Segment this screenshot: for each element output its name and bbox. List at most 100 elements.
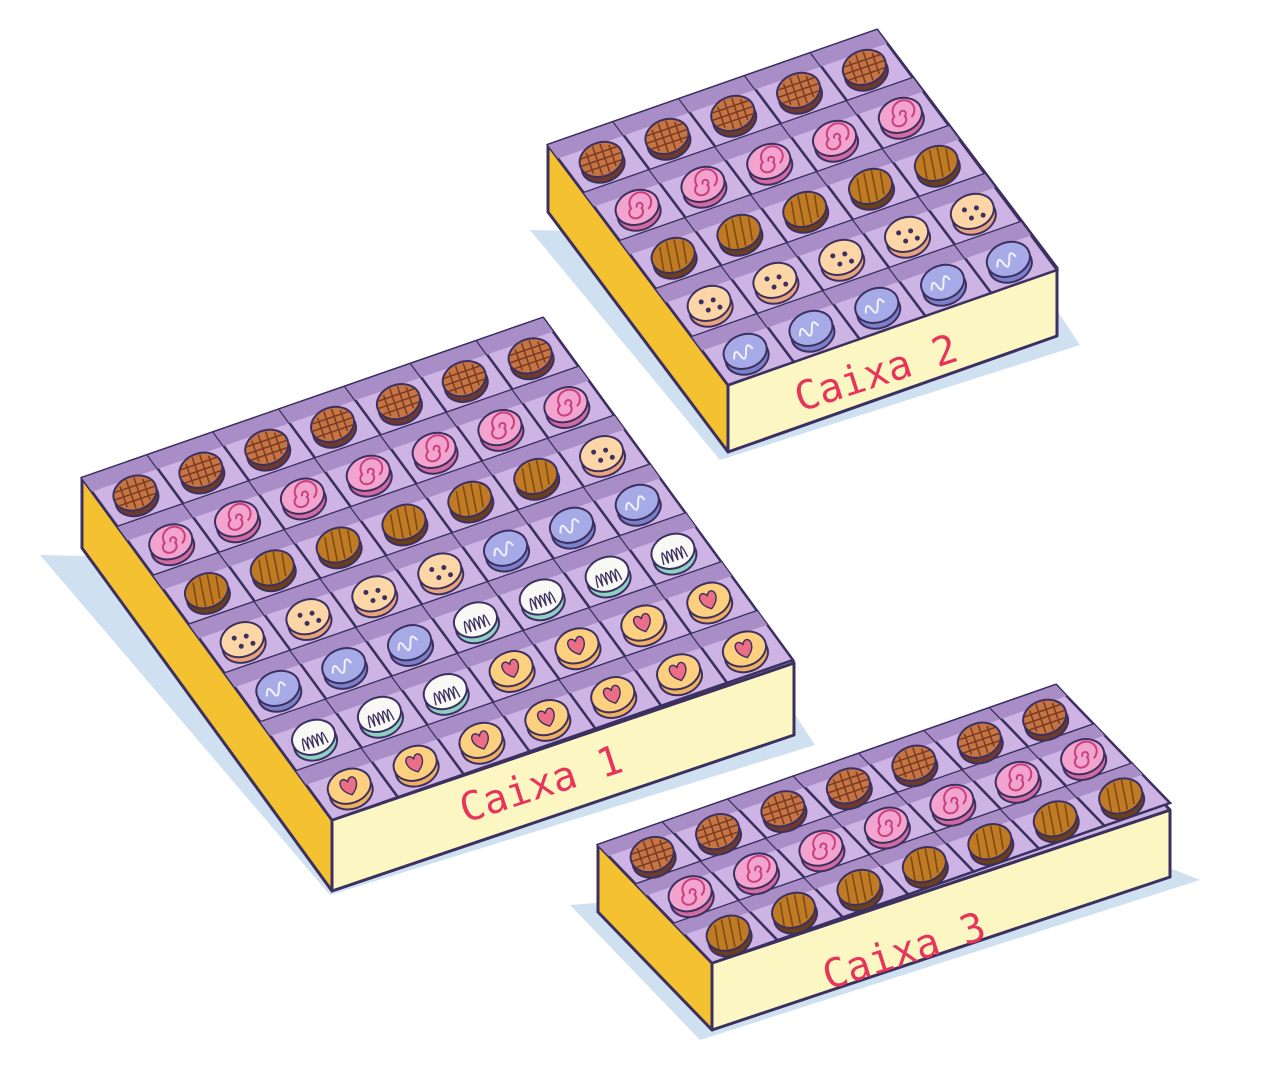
tray-cell-wall [847, 78, 924, 115]
box-caixa-1: Caixa 1 [40, 316, 815, 895]
tray-cell-wall [488, 559, 565, 596]
tray-cell-wall [411, 340, 488, 378]
tray-cell-wall [859, 730, 936, 765]
tray-cell-wall [290, 627, 367, 665]
tray-cell-wall [386, 533, 463, 570]
tray-cell-wall [320, 556, 397, 593]
tray-cell-wall [620, 513, 696, 550]
tray-cell-wall [548, 122, 624, 159]
candy-grid [79, 316, 796, 822]
tray-cell-wall [870, 832, 947, 867]
tray-cell-wall [183, 481, 260, 518]
tray-cell-wall [213, 409, 290, 446]
tray-cell-wall [811, 30, 888, 67]
tray-cell-wall [889, 245, 966, 282]
tray-cell-wall [751, 172, 828, 209]
tray-cell-wall [559, 656, 636, 694]
tray-cell-wall [692, 314, 768, 351]
tray-cell-wall [739, 877, 816, 912]
tray-cell-wall [781, 101, 858, 138]
tray-cell-wall [117, 504, 194, 541]
tray-cell-wall [804, 855, 881, 889]
tray-cell-wall [477, 318, 553, 355]
tray-cell-wall [919, 174, 996, 211]
tray-cell-wall [832, 792, 909, 827]
tray-cell-wall [613, 99, 690, 136]
tray-cell-wall [452, 510, 529, 547]
tray-cell-wall [584, 464, 661, 502]
tray-cell-wall [416, 461, 493, 498]
tray-cell-wall [458, 630, 534, 668]
tray-cell-wall [757, 291, 834, 328]
tray-cell-wall [260, 699, 337, 736]
tray-cell-wall [721, 243, 798, 280]
tray-cell-wall [925, 707, 1002, 742]
tray-cell-wall [255, 578, 331, 616]
tray-cell-wall [701, 838, 778, 873]
tray-cell-wall [679, 76, 756, 113]
tray-cell-wall [691, 611, 768, 648]
tray-cell-wall [296, 748, 373, 785]
tray-cell-wall [447, 389, 523, 427]
tray-cell-wall [685, 195, 762, 232]
tray-cell-wall [663, 799, 740, 834]
box-caixa-2: Caixa 2 [530, 28, 1080, 460]
tray-cell-wall [656, 266, 732, 303]
tray-cell-wall [219, 530, 296, 567]
tray-cell-wall [963, 747, 1040, 782]
tray-cell-wall [589, 585, 666, 622]
tray-cell-wall [817, 149, 894, 186]
tray-cell-wall [189, 601, 265, 639]
tray-cell-wall [625, 634, 702, 671]
tray-cell-wall [1066, 763, 1143, 798]
tray-cell-wall [584, 170, 660, 207]
tray-cell-wall [554, 536, 630, 573]
tray-cell-wall [493, 679, 570, 717]
tray-cell-wall [482, 438, 559, 476]
candy-grid [545, 28, 1060, 387]
tray-cell-wall [428, 702, 504, 740]
tray-cell-wall [674, 900, 751, 935]
candy-grid [595, 683, 1173, 965]
tray-cell-wall [728, 776, 805, 811]
tray-cell-wall [381, 412, 457, 450]
tray-cell-wall [649, 147, 726, 184]
tray-cell-wall [524, 608, 600, 645]
tray-cell-wall [935, 809, 1012, 844]
tray-cell-wall [636, 861, 713, 896]
tray-cell-wall [1028, 724, 1105, 759]
tray-cell-wall [794, 753, 871, 788]
tray-cell-wall [345, 363, 422, 401]
tray-cell-wall [655, 562, 732, 599]
tray-cell-wall [82, 455, 158, 492]
tray-cell-wall [823, 268, 900, 305]
tray-cell-wall [249, 458, 326, 495]
tray-cell-wall [745, 53, 822, 90]
tray-cell-wall [620, 218, 696, 255]
tray-cell-wall [715, 124, 792, 161]
tray-cell-wall [147, 432, 224, 469]
tray-cell-wall [285, 507, 361, 544]
tray-cell-wall [990, 685, 1067, 719]
tray-cell-wall [326, 676, 403, 714]
tray-cell-wall [351, 484, 427, 521]
tray-cell-wall [955, 222, 1032, 259]
tray-cell-wall [362, 725, 438, 762]
tray-cell-wall [315, 435, 392, 472]
tray-cell-wall [279, 386, 356, 424]
box-caixa-3: Caixa 3 [570, 683, 1200, 1040]
tray-cell-wall [766, 815, 843, 850]
tray-cell-wall [512, 366, 589, 404]
tray-cell-wall [1001, 786, 1078, 821]
tray-cell-wall [392, 653, 469, 691]
tray-cell-wall [224, 650, 301, 688]
tray-cell-wall [598, 822, 675, 857]
tray-cell-wall [548, 415, 625, 453]
tray-cell-wall [356, 604, 433, 642]
tray-cell-wall [422, 582, 499, 619]
tray-cell-wall [787, 220, 864, 257]
tray-cell-wall [883, 126, 960, 163]
tray-cell-wall [153, 552, 230, 590]
tray-cell-wall [853, 197, 930, 234]
